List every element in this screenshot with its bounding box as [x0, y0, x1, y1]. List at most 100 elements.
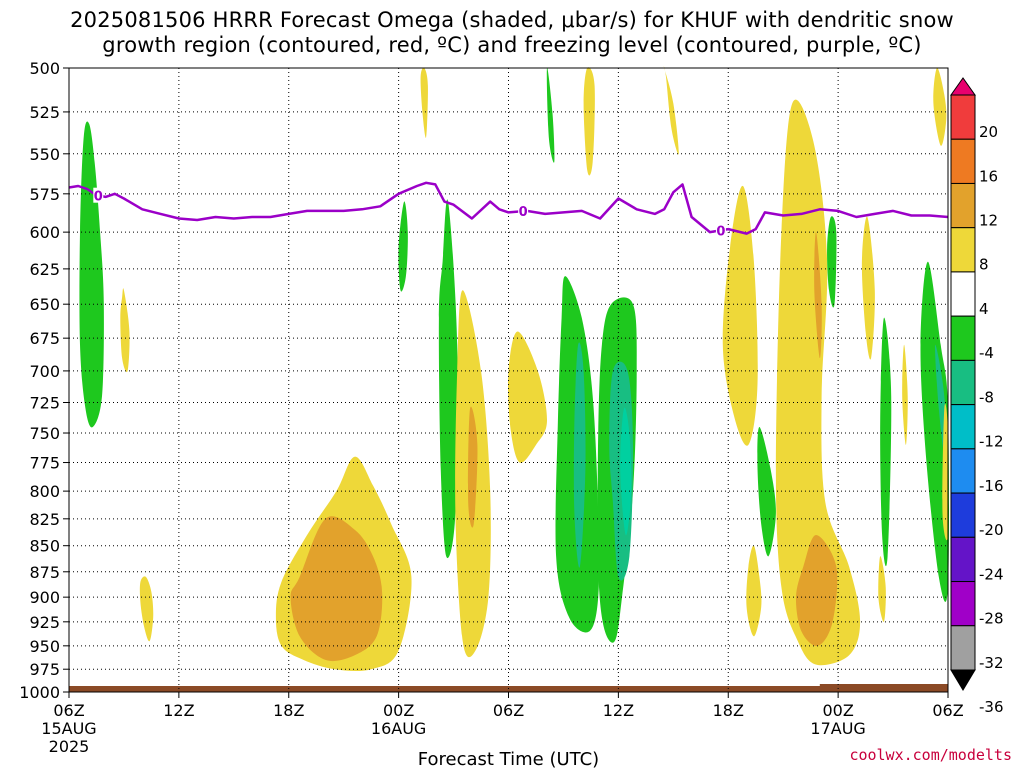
y-tick-label: 525 — [29, 103, 60, 122]
colorbar-label: -4 — [979, 344, 994, 362]
colorbar-band — [950, 492, 976, 538]
terrain-rise — [819, 684, 948, 692]
y-tick-label: 675 — [29, 329, 60, 348]
omega-region-g13 — [880, 317, 892, 567]
colorbar-top-arrow — [950, 77, 976, 96]
colorbar-label: 16 — [979, 167, 998, 185]
y-tick-label: 575 — [29, 185, 60, 204]
omega-region-g11 — [757, 427, 776, 557]
y-tick-label: 725 — [29, 393, 60, 412]
freezing-level-layer: 0 0 0 — [68, 181, 949, 239]
omega-region-y1 — [120, 288, 130, 373]
colorbar-band — [950, 138, 976, 184]
x-tick-label: 12Z — [163, 701, 194, 720]
colorbar-band — [950, 315, 976, 361]
x-tick-label: 06Z — [53, 701, 84, 720]
x-tick-label: 18Z — [273, 701, 304, 720]
y-tick-label: 500 — [29, 59, 60, 78]
omega-region-y12 — [861, 216, 875, 360]
y-tick-label: 700 — [29, 362, 60, 381]
omega-region-y9 — [722, 185, 758, 446]
freezing-level-label: 0 — [94, 190, 103, 205]
y-tick-label: 825 — [29, 510, 60, 529]
freezing-level-line — [68, 181, 949, 235]
y-tick-label: 900 — [29, 588, 60, 607]
omega-region-g14 — [920, 261, 950, 602]
x-tick-label: 06Z — [932, 701, 963, 720]
colorbar-band — [950, 404, 976, 450]
colorbar-label: 12 — [979, 212, 998, 230]
x-tick-label: 06Z — [493, 701, 524, 720]
y-tick-label: 550 — [29, 145, 60, 164]
omega-shading-layer — [79, 66, 950, 672]
x-tick-date-label: 15AUG — [41, 719, 96, 738]
y-tick-label: 925 — [29, 613, 60, 632]
y-tick-label: 750 — [29, 424, 60, 443]
colorbar-band — [950, 448, 976, 494]
omega-region-y14 — [902, 344, 908, 445]
omega-region-t6 — [620, 407, 632, 536]
omega-region-y8 — [663, 66, 679, 155]
y-tick-label: 950 — [29, 637, 60, 656]
grid-layer — [69, 68, 948, 692]
title-line-1: 2025081506 HRRR Forecast Omega (shaded, … — [70, 8, 954, 32]
colorbar-band — [950, 182, 976, 229]
credit-text[interactable]: coolwx.com/modelts — [849, 746, 1012, 764]
y-tick-label: 625 — [29, 260, 60, 279]
y-tick-label: 775 — [29, 454, 60, 473]
omega-region-y11 — [746, 545, 762, 637]
colorbar-band — [950, 625, 976, 671]
colorbar: 20 16 12 8 4 -4 -8 -12 -16 -20 -24 -28 -32 -36 — [950, 77, 1004, 716]
colorbar-label: 20 — [979, 123, 998, 141]
omega-region-y16 — [942, 403, 949, 541]
title-line-2: growth region (contoured, red, ºC) and f… — [102, 33, 922, 57]
y-axis: 500 525 550 575 600 625 650 675 700 725 750 775 800 8… — [19, 59, 69, 702]
x-tick-year-label: 2025 — [49, 737, 90, 756]
omega-region-o3 — [290, 516, 383, 662]
freezing-level-label: 0 — [519, 205, 528, 220]
colorbar-band — [950, 271, 976, 317]
x-tick-date-label: 16AUG — [371, 719, 426, 738]
omega-region-o10b — [814, 232, 822, 359]
colorbar-label: -12 — [979, 433, 1004, 451]
y-tick-label: 875 — [29, 563, 60, 582]
omega-region-y10 — [775, 99, 861, 666]
colorbar-label: -8 — [979, 388, 994, 406]
colorbar-label: -28 — [979, 610, 1004, 628]
x-tick-label: 12Z — [603, 701, 634, 720]
omega-region-g4 — [546, 67, 555, 163]
chart-title: 2025081506 HRRR Forecast Omega (shaded, … — [0, 8, 1024, 58]
colorbar-band — [950, 536, 976, 583]
omega-region-y6 — [508, 331, 548, 463]
y-tick-label: 650 — [29, 295, 60, 314]
omega-region-g10 — [827, 216, 837, 308]
x-tick-label: 00Z — [383, 701, 414, 720]
y-tick-label: 975 — [29, 660, 60, 679]
freezing-label-bg — [93, 187, 104, 203]
colorbar-label: -16 — [979, 477, 1004, 495]
omega-region-g1 — [79, 121, 104, 428]
omega-region-y15 — [933, 67, 947, 146]
omega-region-y2 — [139, 576, 154, 642]
x-tick-date-label: 17AUG — [810, 719, 865, 738]
y-tick-label: 600 — [29, 223, 60, 242]
omega-region-c5 — [573, 342, 586, 568]
colorbar-label: -20 — [979, 521, 1004, 539]
colorbar-band — [950, 359, 976, 406]
omega-region-o10 — [795, 535, 838, 647]
freezing-level-label: 0 — [716, 224, 725, 239]
x-axis-title: Forecast Time (UTC) — [418, 749, 599, 768]
colorbar-label: 4 — [979, 300, 989, 318]
omega-region-y13 — [878, 556, 886, 622]
colorbar-label: -32 — [979, 654, 1004, 672]
omega-region-y7 — [583, 67, 595, 176]
y-tick-label: 850 — [29, 537, 60, 556]
freezing-label-bg — [518, 203, 529, 219]
omega-region-g2 — [398, 201, 408, 292]
colorbar-bottom-arrow — [950, 669, 976, 691]
omega-region-y4 — [420, 67, 428, 138]
y-tick-label: 800 — [29, 482, 60, 501]
omega-region-g3 — [438, 199, 458, 559]
colorbar-label: -36 — [979, 698, 1004, 716]
